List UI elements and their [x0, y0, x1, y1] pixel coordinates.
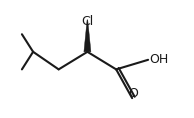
Text: OH: OH — [150, 53, 169, 66]
Text: O: O — [128, 87, 138, 100]
Text: Cl: Cl — [81, 15, 94, 28]
Polygon shape — [84, 20, 91, 52]
